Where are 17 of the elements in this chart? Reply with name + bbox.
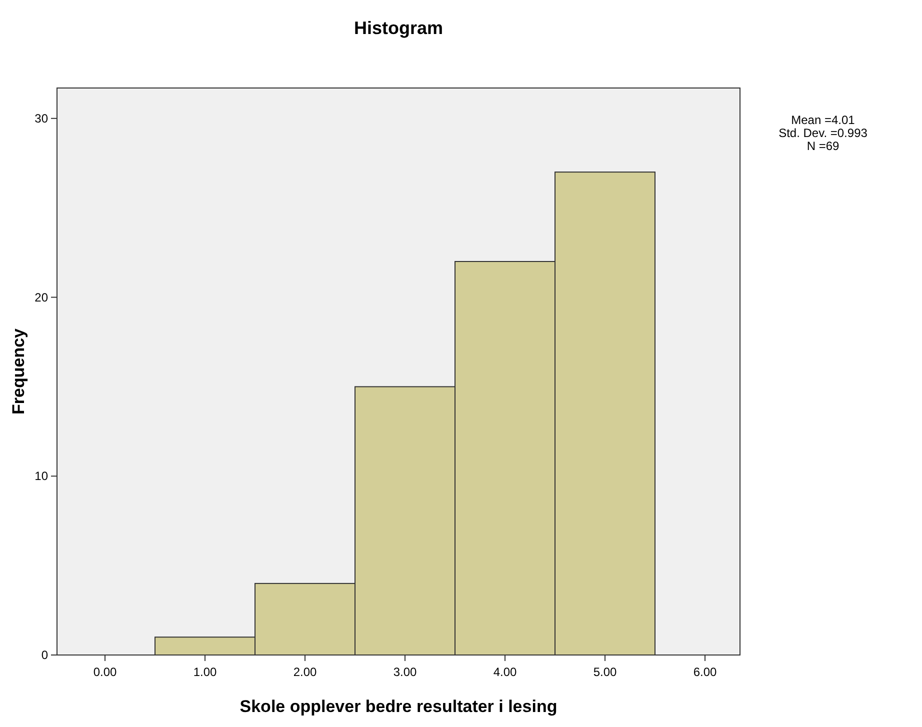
y-tick-label: 10	[34, 469, 48, 484]
text: Mean =4.01	[791, 113, 856, 127]
text: Std. Dev. =0.993	[778, 126, 868, 140]
x-tick-label: 5.00	[593, 665, 617, 679]
x-tick-label: 6.00	[693, 665, 717, 679]
chart-title: Histogram	[354, 18, 444, 38]
x-tick-label: 2.00	[293, 665, 317, 679]
x-tick-label: 4.00	[493, 665, 517, 679]
x-tick-label: 1.00	[193, 665, 217, 679]
x-axis-title: Skole opplever bedre resultater i lesing	[240, 697, 558, 716]
x-tick-label: 0.00	[93, 665, 117, 679]
y-axis-title: Frequency	[9, 328, 28, 414]
y-tick-label: 30	[34, 111, 48, 126]
y-tick-label: 0	[41, 648, 48, 662]
text: N =69	[806, 139, 840, 153]
y-tick-label: 20	[34, 290, 48, 304]
x-tick-label: 3.00	[393, 665, 417, 679]
